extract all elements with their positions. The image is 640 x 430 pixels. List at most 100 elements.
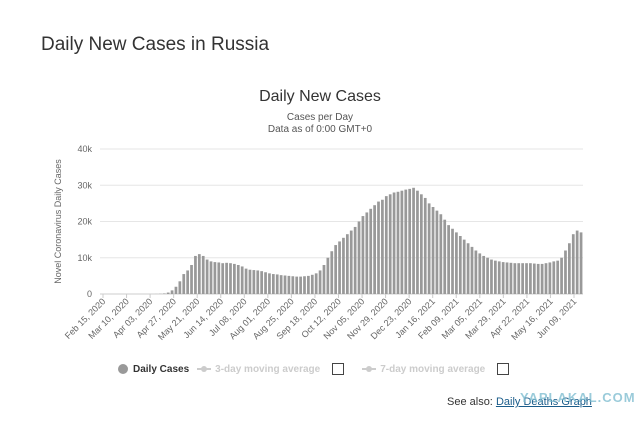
bar [505, 262, 509, 294]
bar [416, 190, 419, 294]
legend-item-3-day-average[interactable]: 3-day moving average [197, 363, 354, 375]
bar [552, 261, 556, 295]
bar [314, 273, 318, 294]
bar [162, 293, 166, 294]
y-tick-label: 0 [87, 289, 92, 299]
legend: Daily Cases 3-day moving average 7-day m… [118, 363, 527, 375]
bar [318, 270, 322, 294]
bar [178, 281, 182, 294]
bar [458, 236, 462, 294]
bar [353, 226, 357, 294]
bar [497, 261, 501, 295]
bar [474, 250, 478, 294]
bar [361, 216, 365, 294]
bar [225, 262, 228, 294]
bar [295, 276, 299, 294]
legend-item-daily-cases[interactable]: Daily Cases [118, 364, 189, 375]
bar [322, 265, 326, 294]
y-tick-label: 20k [77, 217, 92, 227]
bar [466, 243, 470, 294]
bar [205, 259, 209, 294]
bar [260, 271, 264, 294]
daily-deaths-link[interactable]: Daily Deaths Graph [495, 396, 592, 408]
watermark: YAPLAKAL.COM [520, 390, 636, 405]
legend-line-marker [362, 366, 377, 372]
bar [521, 263, 524, 294]
bar [357, 221, 361, 294]
bar [338, 241, 341, 294]
bar [490, 259, 493, 294]
bar [197, 254, 201, 295]
bar [568, 243, 571, 294]
legend-line-marker [197, 366, 212, 372]
bar [455, 232, 458, 295]
bar [279, 275, 283, 294]
bar [381, 199, 384, 294]
bar [170, 290, 174, 295]
bar [419, 194, 423, 294]
bar [509, 262, 513, 294]
bar [271, 274, 275, 294]
bar [384, 196, 388, 295]
bar [369, 208, 373, 294]
bar [236, 265, 240, 294]
bar [217, 262, 221, 294]
bar [213, 262, 217, 294]
bar [482, 255, 486, 294]
bar [248, 269, 252, 294]
bar [349, 230, 353, 294]
bar [209, 261, 213, 295]
legend-checkbox-7-day[interactable] [497, 363, 510, 375]
bar [560, 257, 563, 294]
bar [166, 292, 170, 294]
bar [486, 257, 489, 294]
bar [303, 276, 306, 294]
bar [194, 255, 197, 294]
bar [571, 234, 575, 294]
bar [373, 205, 376, 294]
bar [365, 212, 369, 294]
bar [287, 275, 291, 295]
see-also-prefix: See also: [447, 396, 493, 408]
bar [462, 239, 466, 295]
bar [431, 207, 435, 294]
bar [556, 260, 560, 294]
bar [190, 265, 193, 294]
bar [252, 270, 256, 294]
bar [201, 255, 205, 294]
bar [182, 274, 186, 294]
bar [186, 270, 190, 294]
bar [443, 219, 447, 294]
bar [244, 268, 248, 295]
bar [307, 275, 310, 295]
bar [345, 234, 349, 294]
bar [423, 197, 427, 294]
bar [548, 262, 552, 294]
bar [264, 272, 267, 294]
bar [575, 230, 579, 294]
bar [229, 263, 232, 294]
y-tick-label: 10k [77, 253, 92, 263]
bar [494, 260, 497, 294]
bar [470, 246, 474, 295]
bar [501, 262, 505, 294]
bar [392, 192, 396, 294]
bar [310, 274, 314, 294]
legend-marker [118, 364, 128, 374]
bar [400, 190, 404, 294]
bar [544, 263, 548, 294]
y-tick-label: 30k [77, 180, 92, 190]
y-tick-label: 40k [77, 144, 92, 154]
legend-label: 3-day moving average [215, 363, 321, 375]
bar [478, 253, 482, 294]
bar [564, 250, 567, 294]
chart-data-date: Data as of 0:00 GMT+0 [267, 124, 373, 135]
legend-item-7-day-average[interactable]: 7-day moving average [362, 363, 519, 375]
bar [439, 214, 443, 294]
bar [326, 257, 330, 294]
legend-checkbox-3-day[interactable] [332, 363, 345, 375]
bar [525, 263, 528, 294]
bar [299, 276, 302, 294]
page-title: Daily New Cases in Russia [41, 34, 270, 55]
